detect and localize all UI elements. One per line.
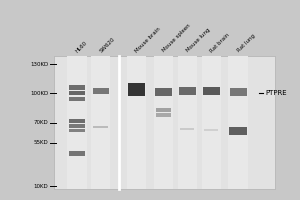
Text: Rat brain: Rat brain: [209, 32, 231, 53]
Text: HL60: HL60: [75, 40, 88, 53]
FancyBboxPatch shape: [202, 56, 221, 189]
FancyBboxPatch shape: [94, 126, 108, 128]
FancyBboxPatch shape: [128, 83, 146, 96]
FancyBboxPatch shape: [156, 108, 171, 112]
FancyBboxPatch shape: [180, 128, 194, 130]
Text: 10KD: 10KD: [34, 184, 49, 189]
FancyBboxPatch shape: [156, 113, 171, 117]
Text: Mouse brain: Mouse brain: [134, 26, 162, 53]
FancyBboxPatch shape: [69, 85, 85, 90]
FancyBboxPatch shape: [230, 127, 247, 135]
FancyBboxPatch shape: [69, 91, 85, 95]
FancyBboxPatch shape: [155, 88, 172, 96]
FancyBboxPatch shape: [69, 119, 85, 123]
FancyBboxPatch shape: [127, 56, 146, 189]
Text: Rat lung: Rat lung: [236, 34, 256, 53]
FancyBboxPatch shape: [230, 88, 247, 96]
FancyBboxPatch shape: [69, 129, 85, 132]
FancyBboxPatch shape: [67, 56, 86, 189]
Text: SW620: SW620: [99, 36, 116, 53]
Text: 55KD: 55KD: [34, 140, 49, 145]
FancyBboxPatch shape: [179, 87, 196, 95]
Text: 70KD: 70KD: [34, 120, 49, 125]
FancyBboxPatch shape: [69, 124, 85, 128]
FancyBboxPatch shape: [91, 56, 110, 189]
Text: Mouse spleen: Mouse spleen: [161, 23, 191, 53]
Text: 130KD: 130KD: [30, 62, 49, 67]
FancyBboxPatch shape: [154, 56, 173, 189]
FancyBboxPatch shape: [93, 88, 109, 94]
FancyBboxPatch shape: [228, 56, 248, 189]
Text: 100KD: 100KD: [30, 91, 49, 96]
FancyBboxPatch shape: [69, 151, 85, 156]
Text: PTPRE: PTPRE: [265, 90, 286, 96]
FancyBboxPatch shape: [69, 97, 85, 101]
FancyBboxPatch shape: [204, 129, 218, 131]
FancyBboxPatch shape: [178, 56, 197, 189]
FancyBboxPatch shape: [54, 56, 275, 189]
FancyBboxPatch shape: [203, 87, 220, 95]
Text: Mouse lung: Mouse lung: [185, 28, 211, 53]
